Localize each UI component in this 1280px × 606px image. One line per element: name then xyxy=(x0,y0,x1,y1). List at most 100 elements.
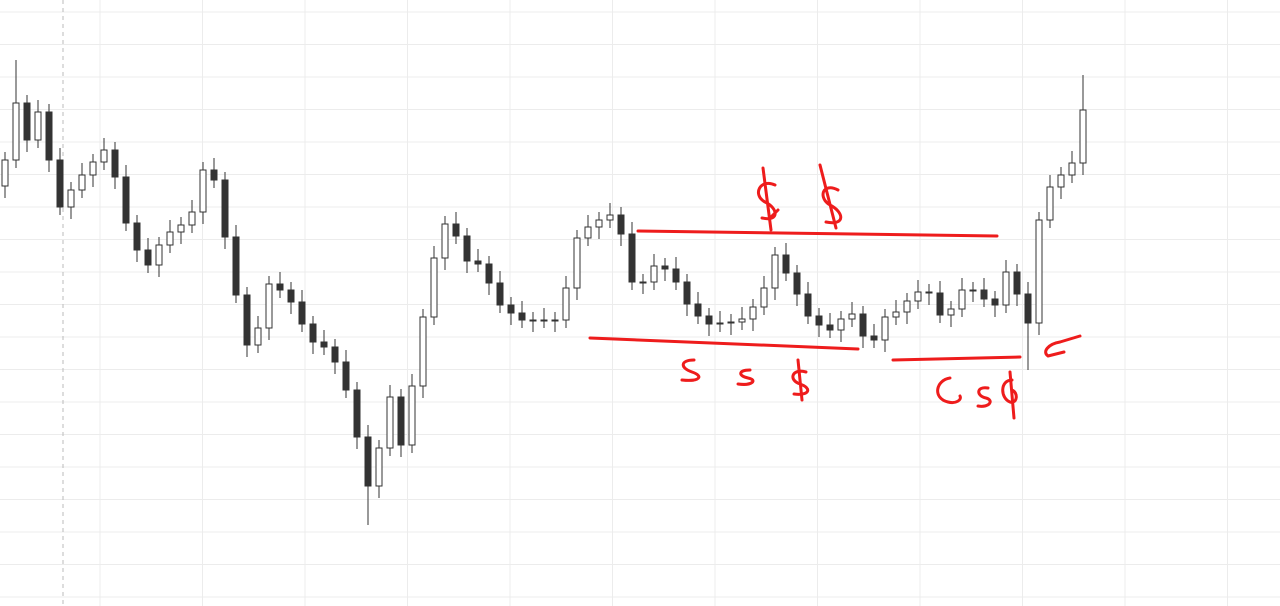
candle-body xyxy=(265,283,273,329)
candle-body xyxy=(848,313,856,320)
candle-body xyxy=(518,312,526,321)
candle-body xyxy=(694,303,702,317)
candle-body xyxy=(650,265,658,283)
candle-body xyxy=(287,289,295,303)
candle-body xyxy=(1024,293,1032,324)
candle-body xyxy=(23,102,31,141)
scribble xyxy=(1001,370,1018,420)
candle-body xyxy=(100,149,108,163)
candle-body xyxy=(353,389,361,438)
candle-body xyxy=(122,176,130,224)
candle-body xyxy=(881,316,889,341)
candle-body xyxy=(661,265,669,270)
arrow xyxy=(1044,334,1082,358)
candle-body xyxy=(243,294,251,346)
candle-body xyxy=(177,224,185,233)
candle-body xyxy=(375,447,383,487)
candle-body xyxy=(892,311,900,318)
candle-body xyxy=(991,298,999,306)
candle-body xyxy=(782,254,790,274)
candle-body xyxy=(584,226,592,239)
candle-body xyxy=(815,315,823,326)
candle-body xyxy=(166,231,174,246)
candle-body xyxy=(221,179,229,238)
candle-body xyxy=(210,169,218,181)
candle-body xyxy=(562,287,570,321)
candle-body xyxy=(628,233,636,283)
candle-body xyxy=(1046,186,1054,221)
candle-body xyxy=(738,318,746,323)
candle-body xyxy=(903,300,911,313)
scribble xyxy=(936,376,962,404)
support-line xyxy=(588,336,860,351)
candle-body xyxy=(1,159,9,187)
candle-body xyxy=(144,249,152,266)
candle-body xyxy=(397,396,405,446)
candle-body xyxy=(485,263,493,284)
candle-body xyxy=(67,189,75,208)
candle-body xyxy=(463,235,471,262)
candle-body xyxy=(947,308,955,316)
candle-body xyxy=(386,396,394,449)
candle-body xyxy=(705,315,713,325)
candle-body xyxy=(441,223,449,259)
candle-body xyxy=(496,282,504,306)
candle-body xyxy=(89,161,97,176)
scribble xyxy=(736,368,755,386)
candle-body xyxy=(672,268,680,283)
candle-body xyxy=(507,304,515,314)
candle-body xyxy=(12,102,20,161)
candle-body xyxy=(254,327,262,346)
candle-body xyxy=(45,111,53,161)
candle-body xyxy=(1013,271,1021,295)
candle-body xyxy=(529,319,537,322)
candle-body xyxy=(56,159,64,208)
candle-body xyxy=(1057,174,1065,188)
candle-body xyxy=(364,436,372,487)
candle-body xyxy=(749,306,757,320)
scribble xyxy=(757,166,780,232)
candle-body xyxy=(232,236,240,296)
candle-body xyxy=(540,319,548,322)
candle-body xyxy=(771,254,779,289)
candle-body xyxy=(474,260,482,265)
candle-body xyxy=(419,316,427,387)
candle-body xyxy=(342,361,350,391)
candle-body xyxy=(606,214,614,221)
candle-body xyxy=(760,287,768,308)
candle-body xyxy=(188,211,196,226)
candle-body xyxy=(837,318,845,331)
candle-body xyxy=(980,289,988,300)
candle-body xyxy=(683,281,691,305)
candle-body xyxy=(309,323,317,343)
candle-body xyxy=(826,324,834,331)
candle-body xyxy=(914,291,922,302)
candle-body xyxy=(859,313,867,337)
support-line xyxy=(891,355,1022,362)
candle-body xyxy=(1035,219,1043,324)
candle-body xyxy=(78,174,86,191)
candle-body xyxy=(331,346,339,363)
candle-body xyxy=(595,219,603,228)
candle-body xyxy=(1079,109,1087,164)
candle-body xyxy=(716,322,724,325)
candle-body xyxy=(155,244,163,266)
candle-body xyxy=(199,169,207,213)
scribble xyxy=(818,163,843,230)
scribble xyxy=(976,386,992,408)
candle-body xyxy=(452,223,460,237)
candle-body xyxy=(320,341,328,348)
candle-body xyxy=(870,335,878,341)
candle-body xyxy=(430,257,438,318)
candle-body xyxy=(793,272,801,295)
candle-body xyxy=(551,319,559,322)
candle-body xyxy=(111,149,119,178)
candle-body xyxy=(617,214,625,235)
scribble xyxy=(680,358,701,382)
candle-body xyxy=(925,291,933,294)
candle-body xyxy=(408,385,416,446)
candle-body xyxy=(969,289,977,292)
